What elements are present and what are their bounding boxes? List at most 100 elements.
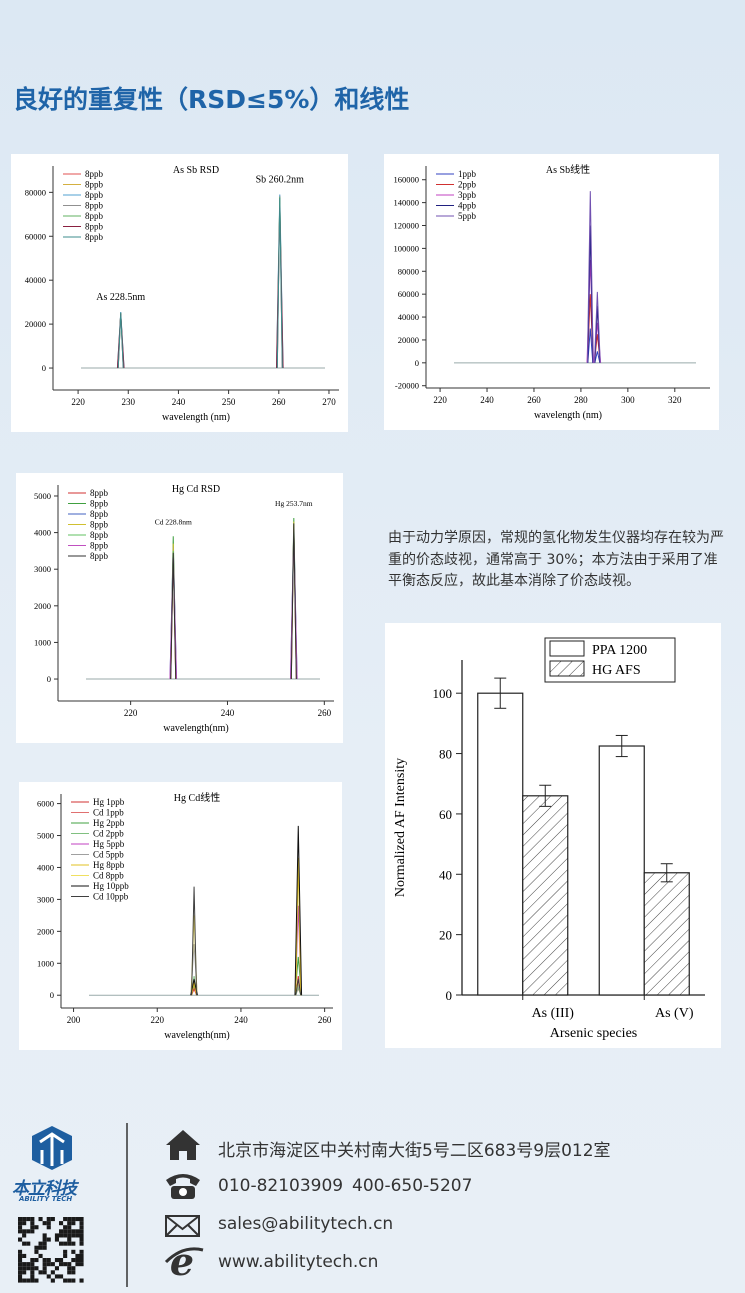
peak-annotation: Sb 260.2nm <box>256 175 305 186</box>
website[interactable]: www.abilitytech.cn <box>218 1252 379 1272</box>
qr-cell <box>46 1225 51 1230</box>
axis-label: wavelength (nm) <box>534 410 602 421</box>
qr-cell <box>18 1278 23 1283</box>
address: 北京市海淀区中关村南大街5号二区683号9层012室 <box>218 1141 611 1161</box>
legend-label: 8ppb <box>85 232 104 242</box>
figure-title: As Sb线性 <box>546 163 590 176</box>
qr-cell <box>42 1270 47 1275</box>
qr-cell <box>59 1274 64 1279</box>
qr-cell <box>63 1233 68 1238</box>
y-tick-label: 3000 <box>34 564 51 574</box>
x-tick-label: 220 <box>433 395 447 405</box>
y-tick-label: 4000 <box>37 862 54 872</box>
qr-cell <box>22 1217 27 1222</box>
qr-cell <box>34 1245 39 1250</box>
y-tick-label: 100000 <box>394 243 420 253</box>
qr-cell <box>71 1217 76 1222</box>
legend-label: 8ppb <box>90 551 109 561</box>
qr-cell <box>38 1217 43 1222</box>
qr-cell <box>59 1229 64 1234</box>
peak <box>276 197 283 369</box>
qr-cell <box>79 1217 84 1222</box>
x-tick-label: 220 <box>71 397 85 407</box>
qr-cell <box>71 1249 76 1254</box>
qr-cell <box>75 1229 80 1234</box>
qr-cell <box>46 1274 51 1279</box>
y-tick-label: 60000 <box>25 231 46 241</box>
x-tick-label: 300 <box>621 395 635 405</box>
qr-cell <box>79 1278 84 1283</box>
legend-label: 8ppb <box>85 201 104 211</box>
y-tick-label: 140000 <box>394 198 420 208</box>
legend-swatch <box>549 660 585 677</box>
y-tick-label: 4000 <box>34 528 51 538</box>
qr-cell <box>22 1278 27 1283</box>
y-tick-label: 40000 <box>25 275 46 285</box>
error-bar <box>494 677 507 709</box>
legend-label: Cd 1ppb <box>93 808 124 818</box>
email[interactable]: sales@abilitytech.cn <box>218 1214 394 1234</box>
qr-cell <box>34 1258 39 1263</box>
qr-cell <box>30 1274 35 1279</box>
phone: 010-82103909 <box>218 1176 344 1196</box>
qr-cell <box>42 1266 47 1271</box>
qr-cell <box>54 1266 59 1271</box>
legend-label: 4ppb <box>458 201 477 211</box>
axis-label: wavelength(nm) <box>164 1030 230 1041</box>
qr-cell <box>18 1229 23 1234</box>
icon-home <box>166 1130 200 1160</box>
qr-cell <box>30 1217 35 1222</box>
legend-label: 8ppb <box>90 530 109 540</box>
qr-cell <box>63 1249 68 1254</box>
legend-label: 8ppb <box>85 180 104 190</box>
y-tick-label: 80000 <box>25 187 46 197</box>
qr-cell <box>67 1237 72 1242</box>
legend-label: HG AFS <box>592 663 641 678</box>
qr-cell <box>63 1229 68 1234</box>
y-tick-label: 40000 <box>398 312 419 322</box>
figure-panel <box>16 473 343 743</box>
qr-cell <box>59 1221 64 1226</box>
qr-cell <box>75 1253 80 1258</box>
qr-cell <box>18 1217 23 1222</box>
description: 由于动力学原因，常规的氢化物发生仪器均存在较为严重的价态歧视，通常高于 30%；… <box>388 530 724 589</box>
qr-cell <box>59 1262 64 1267</box>
y-tick-label: 5000 <box>37 831 54 841</box>
legend-label: Cd 8ppb <box>93 871 124 881</box>
legend-label: Hg 2ppb <box>93 818 125 828</box>
qr-cell <box>34 1278 39 1283</box>
y-tick-label: 80 <box>439 747 452 762</box>
legend-frame <box>544 637 676 683</box>
qr-cell <box>22 1229 27 1234</box>
legend-label: 2ppb <box>458 180 477 190</box>
qr-cell <box>18 1266 23 1271</box>
qr-cell <box>22 1270 27 1275</box>
qr-cell <box>18 1258 23 1263</box>
qr-cell <box>79 1262 84 1267</box>
qr-cell <box>67 1262 72 1267</box>
figure-title: Hg Cd线性 <box>174 791 220 804</box>
qr-cell <box>26 1278 31 1283</box>
qr-cell <box>46 1221 51 1226</box>
x-tick-label: 250 <box>222 397 236 407</box>
qr-cell <box>54 1258 59 1263</box>
legend-label: 3ppb <box>458 190 477 200</box>
legend-label: Hg 10ppb <box>93 881 129 891</box>
qr-cell <box>71 1266 76 1271</box>
x-tick-label: 220 <box>150 1015 164 1025</box>
peak <box>294 825 303 996</box>
qr-cell <box>34 1266 39 1271</box>
y-tick-label: 1000 <box>37 958 54 968</box>
qr-cell <box>67 1270 72 1275</box>
svg-text:e: e <box>170 1239 194 1284</box>
legend-label: 8ppb <box>90 541 109 551</box>
qr-cell <box>22 1253 27 1258</box>
qr-cell <box>26 1217 31 1222</box>
qr-cell <box>71 1258 76 1263</box>
peak <box>587 328 594 363</box>
legend-label: 5ppb <box>458 211 477 221</box>
qr-cell <box>26 1241 31 1246</box>
qr-cell <box>75 1217 80 1222</box>
icon-mail <box>165 1215 200 1237</box>
qr-cell <box>30 1225 35 1230</box>
